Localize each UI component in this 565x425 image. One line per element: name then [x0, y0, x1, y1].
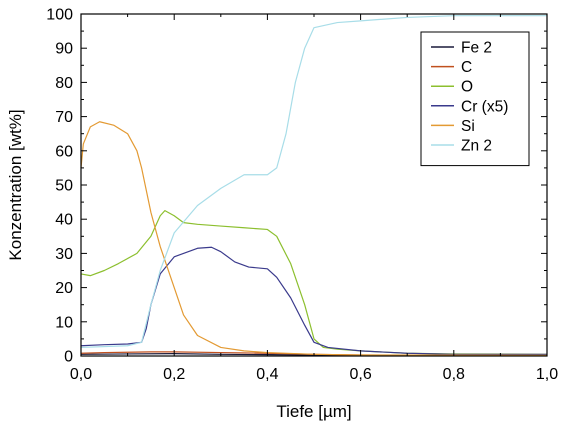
legend: Fe 2 CO Cr (x5) Si Zn 2: [420, 31, 530, 167]
y-tick-label: 90: [55, 41, 73, 58]
x-tick-label: 0,4: [256, 366, 278, 383]
legend-label: Fe 2: [461, 40, 492, 57]
series-line-5: [80, 15, 547, 349]
y-axis-title: Konzentration [wt%]: [6, 109, 25, 260]
x-tick-label: 0,2: [163, 366, 185, 383]
y-tick-label: 0: [64, 349, 73, 366]
x-tick-label: 0,0: [70, 366, 92, 383]
axis-tick-labels: 0,0 0,2 0,4 0,6 0,8 1,0 0 10 20 30 40 50 60 70 80 90 100: [46, 7, 558, 384]
axis-ticks: [80, 13, 548, 357]
y-tick-label: 80: [55, 75, 73, 92]
y-tick-label: 10: [55, 314, 73, 331]
legend-label: C: [461, 59, 472, 76]
y-tick-label: 50: [55, 178, 73, 195]
x-tick-label: 0,8: [443, 366, 465, 383]
y-tick-label: 100: [46, 7, 73, 24]
y-tick-label: 60: [55, 143, 73, 160]
plot-series-group: [80, 15, 548, 356]
y-tick-label: 20: [55, 280, 73, 297]
legend-box: [420, 31, 530, 167]
legend-label: Cr (x5): [461, 98, 508, 115]
legend-label: Si: [461, 118, 475, 135]
x-tick-label: 0,6: [349, 366, 371, 383]
legend-label: Zn 2: [461, 138, 492, 155]
series-line-2: [80, 210, 548, 355]
legend-label: O: [461, 79, 473, 96]
x-axis-title: Tiefe [µm]: [276, 402, 351, 421]
series-line-3: [80, 246, 547, 355]
x-tick-label: 1,0: [536, 366, 558, 383]
y-tick-label: 30: [55, 246, 73, 263]
y-tick-label: 40: [55, 212, 73, 229]
y-tick-label: 70: [55, 109, 73, 126]
